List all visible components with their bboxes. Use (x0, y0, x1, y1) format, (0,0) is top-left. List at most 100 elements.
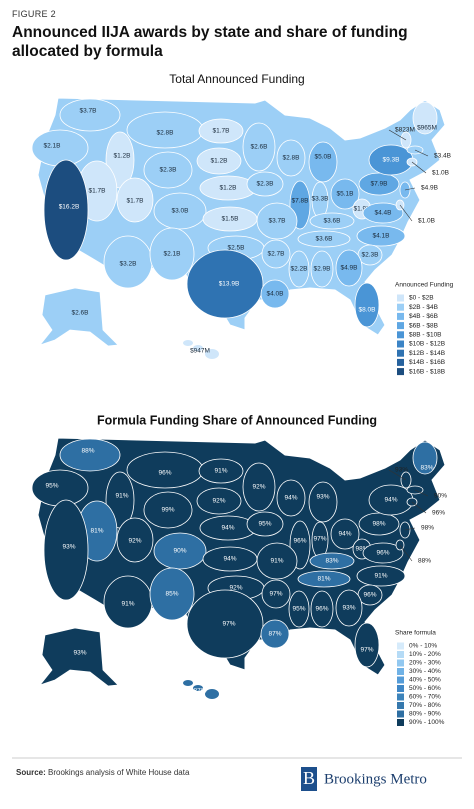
state-label: $4.1B (373, 233, 390, 240)
state-label: 81% (317, 576, 330, 583)
state-shape (193, 685, 203, 691)
state-label: 95% (45, 483, 58, 490)
legend-label: 80% - 90% (409, 711, 441, 718)
state-shape (335, 589, 363, 627)
state-shape (354, 282, 380, 328)
legend-title: Announced Funding (395, 282, 454, 289)
legend-swatch (397, 303, 404, 311)
state-label: 87% (268, 631, 281, 638)
state-shape (297, 230, 351, 248)
logo-letter: B (303, 768, 315, 788)
state-label: $2.9B (314, 266, 331, 273)
state-label: $3.4B (434, 153, 451, 160)
legend-label: 40% - 50% (409, 677, 441, 684)
legend-swatch (397, 322, 404, 330)
state-shape (362, 202, 404, 224)
state-shape (153, 532, 207, 570)
state-label: 99% (161, 507, 174, 514)
legend-label: 0% - 10% (409, 643, 437, 650)
state-label: 97% (313, 536, 326, 543)
state-label: 81% (90, 528, 103, 535)
state-shape (261, 579, 291, 609)
legend-swatch (397, 331, 404, 339)
legend-swatch (397, 719, 404, 726)
state-shape (288, 250, 310, 288)
state-label: 93% (395, 467, 408, 474)
state-label: $13.9B (219, 281, 240, 288)
state-label: 88% (418, 558, 431, 565)
state-shape (242, 122, 276, 172)
state-label: 88% (81, 448, 94, 455)
state-label: 93% (316, 494, 329, 501)
state-label: $1.0B (418, 218, 435, 225)
state-label: 92% (212, 498, 225, 505)
state-shape (246, 511, 284, 537)
state-label: 94% (338, 531, 351, 538)
state-label: 95% (292, 606, 305, 613)
state-shape (186, 249, 264, 319)
state-label: $8.0B (359, 307, 376, 314)
state-shape (149, 567, 195, 621)
state-label: 98% (421, 525, 434, 532)
state-shape (335, 249, 363, 287)
state-label: $1.5B (222, 216, 239, 223)
state-shape (196, 147, 242, 175)
callout (399, 204, 413, 222)
state-label: $4.9B (421, 185, 438, 192)
legend-label: 70% - 80% (409, 702, 441, 709)
state-label: 93% (62, 544, 75, 551)
legend-label: 60% - 70% (409, 694, 441, 701)
state-shape (310, 590, 334, 628)
legend-swatch (397, 693, 404, 701)
state-label: 96% (432, 510, 445, 517)
state-shape (153, 192, 207, 230)
legend-swatch (397, 668, 404, 675)
state-label: 96% (315, 606, 328, 613)
state-shape (38, 287, 119, 347)
state-label: 83% (325, 558, 338, 565)
state-shape (309, 552, 355, 570)
state-label: 96% (363, 592, 376, 599)
legend-label: $4B - $6B (409, 313, 438, 320)
legend-swatch (397, 651, 404, 658)
map-title: Formula Funding Share of Announced Fundi… (97, 413, 377, 427)
legend-label: $10B - $12B (409, 341, 445, 348)
state-label: $4.4B (375, 210, 392, 217)
state-label: $3.6B (324, 218, 341, 225)
state-label: 96% (376, 550, 389, 557)
state-shape (261, 239, 291, 269)
state-shape (246, 171, 284, 197)
state-label: $2.3B (362, 252, 379, 259)
legend-swatch (397, 294, 404, 302)
state-shape (412, 441, 438, 475)
state-shape (297, 570, 351, 588)
legend-label: $8B - $10B (409, 332, 442, 339)
state-label: 92% (252, 484, 265, 491)
state-label: $4.0B (267, 291, 284, 298)
legend-label: $14B - $16B (409, 359, 445, 366)
state-shape (59, 98, 121, 132)
state-label: $4.9B (341, 265, 358, 272)
state-label: $1.7B (89, 188, 106, 195)
state-label: $3.6B (316, 236, 333, 243)
state-label: 97% (269, 591, 282, 598)
state-shape (198, 118, 244, 144)
state-label: $5.0B (315, 154, 332, 161)
state-label: $1.0B (432, 170, 449, 177)
legend-swatch (397, 368, 404, 376)
state-shape (31, 469, 89, 507)
state-shape (196, 487, 242, 515)
callout (411, 501, 427, 514)
state-label: 91% (214, 468, 227, 475)
state-label: 90% (434, 493, 447, 500)
state-shape (256, 542, 298, 580)
state-label: $7.9B (371, 181, 388, 188)
state-shape (276, 139, 306, 177)
state-shape (186, 589, 264, 659)
state-shape (260, 279, 290, 309)
source: Brookings analysis of White House data (48, 768, 190, 777)
source-label: Source: (16, 768, 46, 777)
state-shape (308, 141, 338, 183)
title: Announced IIJA awards by state and share… (12, 24, 408, 60)
state-label: $3.2B (120, 261, 137, 268)
